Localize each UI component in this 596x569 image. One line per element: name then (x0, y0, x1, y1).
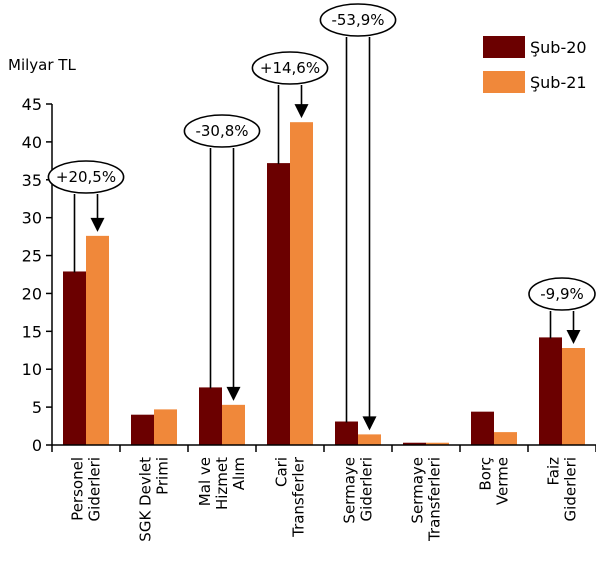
y-axis-unit-label: Milyar TL (8, 56, 76, 74)
category-label: Giderleri (358, 457, 376, 521)
annotation-label: +20,5% (56, 168, 116, 186)
bar-sub21-7 (562, 348, 585, 445)
bars-layer (63, 122, 585, 445)
category-label: Sermaye (409, 457, 427, 524)
arrow-head-icon (226, 386, 241, 401)
annotation-label: -30,8% (195, 122, 248, 140)
annotation-label: -9,9% (540, 285, 584, 303)
category-label: Transferler (290, 456, 308, 538)
category-label: Sermaye (341, 457, 359, 524)
category-label: Giderleri (562, 457, 580, 521)
category-label: SGK Devlet (137, 457, 155, 542)
axes-layer (46, 103, 596, 452)
annotation-callout (319, 3, 397, 37)
arrow-head-icon (566, 330, 581, 345)
legend-label: Şub-20 (530, 38, 587, 57)
y-tick-label: 5 (32, 398, 42, 417)
bar-sub21-0 (86, 235, 109, 445)
category-label: Faiz (545, 457, 563, 486)
category-label: Cari (273, 457, 291, 487)
legend-label: Şub-21 (530, 73, 587, 92)
y-tick-label: 35 (22, 171, 42, 190)
annotation-label: -53,9% (331, 11, 384, 29)
category-label: Transferleri (426, 457, 444, 542)
annotation-labels: +20,5% -30,8% +14,6% -53,9% -9,9% (47, 3, 596, 311)
arrow-head-icon (362, 416, 377, 431)
annotation-label: +14,6% (260, 59, 320, 77)
bar-sub20-3 (267, 163, 290, 445)
legend-swatch (483, 36, 525, 58)
arrow-head-icon (90, 217, 105, 232)
y-tick-label: 25 (22, 247, 42, 266)
annotation-callout (47, 160, 125, 194)
y-tick-label: 30 (22, 209, 42, 228)
bar-sub21-5 (426, 442, 449, 445)
legend-swatch (483, 71, 525, 93)
y-tick-label: 40 (22, 133, 42, 152)
bar-sub20-7 (539, 337, 562, 445)
bar-sub20-1 (131, 414, 154, 445)
category-label: Verme (494, 457, 512, 505)
annotation-arrows-layer (73, 37, 581, 431)
annotation-callout (528, 277, 596, 311)
y-tick-label: 10 (22, 360, 42, 379)
bar-sub21-2 (222, 404, 245, 445)
bar-sub20-2 (199, 387, 222, 445)
category-label: Hizmet (213, 457, 231, 510)
bar-sub20-6 (471, 411, 494, 445)
category-label: Primi (154, 457, 172, 495)
bar-sub20-4 (335, 421, 358, 445)
y-tick-label: 0 (32, 436, 42, 455)
category-label: Personel (69, 457, 87, 521)
y-tick-label: 15 (22, 322, 42, 341)
arrow-head-icon (294, 104, 309, 119)
y-tick-label: 20 (22, 284, 42, 303)
category-labels: Personel Giderleri SGK Devlet Primi Mal ve Hi… (69, 456, 580, 542)
bar-sub21-1 (154, 409, 177, 445)
annotation-callout (251, 51, 329, 85)
legend: Şub-20 Şub-21 (483, 36, 587, 93)
bar-sub21-6 (494, 432, 517, 445)
category-label: Giderleri (86, 457, 104, 521)
category-label: Alım (230, 457, 248, 490)
category-label: Borç (477, 457, 495, 491)
bar-sub20-5 (403, 442, 426, 445)
y-tick-label: 45 (22, 95, 42, 114)
annotation-callout (183, 114, 261, 148)
bar-sub21-4 (358, 434, 381, 445)
category-label: Mal ve (196, 457, 214, 506)
bar-sub20-0 (63, 271, 86, 445)
y-tick-labels: 0 5 10 15 20 25 30 35 40 45 (22, 95, 42, 455)
bar-sub21-3 (290, 122, 313, 445)
